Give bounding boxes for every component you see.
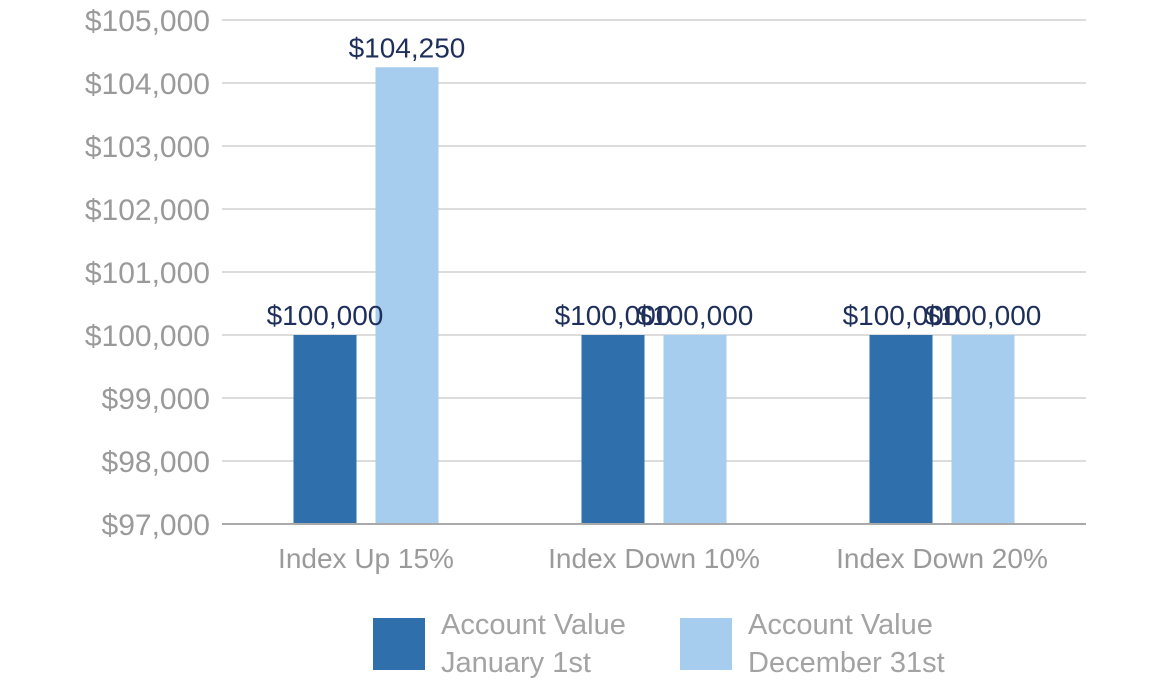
bar-dec-1	[663, 335, 727, 524]
legend-swatch	[680, 618, 732, 670]
category-label: Index Up 15%	[278, 543, 454, 574]
data-label: $100,000	[637, 300, 754, 331]
y-tick-label: $103,000	[85, 131, 210, 164]
data-labels: $100,000$104,250$100,000$100,000 $100,000…	[267, 32, 1042, 331]
y-tick-label: $98,000	[102, 446, 210, 479]
legend: Account Value January 1st Account Value Dec…	[373, 609, 945, 679]
bar-jan-1	[581, 335, 645, 524]
y-tick-label: $101,000	[85, 257, 210, 290]
legend-label: January 1st	[441, 647, 591, 679]
y-tick-label: $99,000	[102, 383, 210, 416]
gridlines	[222, 19, 1086, 462]
legend-swatch	[373, 618, 425, 670]
bar-jan-2	[869, 335, 933, 524]
category-label: Index Down 20%	[836, 543, 1048, 574]
data-label: $100,000	[555, 300, 672, 331]
legend-label: Account Value	[748, 609, 933, 641]
y-tick-label: $97,000	[102, 509, 210, 542]
y-axis-tick-labels: $97,000 $98,000 $99,000 $100,000 $101,000 $10…	[85, 5, 210, 542]
data-label: $100,000	[843, 300, 960, 331]
category-label: Index Down 10%	[548, 543, 760, 574]
legend-label: Account Value	[441, 609, 626, 641]
bar-jan-0	[293, 335, 357, 524]
bars	[293, 67, 1015, 524]
y-tick-label: $104,000	[85, 68, 210, 101]
bar-dec-2	[951, 335, 1015, 524]
data-label: $100,000	[925, 300, 1042, 331]
data-label: $100,000	[267, 300, 384, 331]
bar-dec-0	[375, 67, 439, 524]
y-tick-label: $105,000	[85, 5, 210, 38]
x-axis-category-labels: Index Up 15% Index Down 10% Index Down 20%	[278, 543, 1048, 574]
y-tick-label: $102,000	[85, 194, 210, 227]
y-tick-label: $100,000	[85, 320, 210, 353]
data-label: $104,250	[349, 32, 466, 63]
legend-label: December 31st	[748, 647, 945, 679]
